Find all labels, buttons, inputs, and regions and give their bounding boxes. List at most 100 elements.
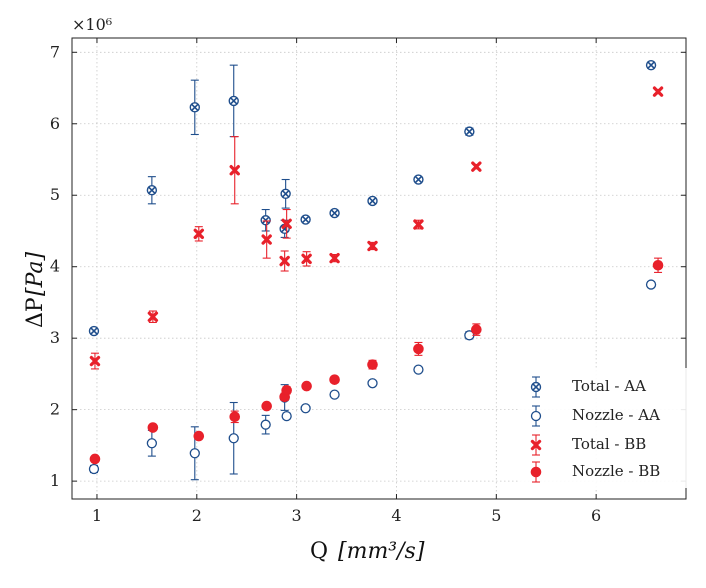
x-axis-title: Q [mm³/s]	[310, 539, 425, 564]
marker-circle	[301, 380, 312, 392]
marker-circle	[193, 430, 205, 442]
data-point	[193, 228, 204, 240]
marker-circle	[471, 324, 482, 335]
marker-cross	[465, 127, 474, 136]
marker-circle	[652, 259, 664, 271]
marker-cross	[191, 103, 199, 112]
marker-cross	[647, 61, 655, 69]
marker-circle	[147, 422, 159, 433]
data-point	[88, 463, 100, 475]
data-point	[281, 410, 292, 422]
data-point	[280, 188, 291, 200]
data-point	[471, 161, 482, 172]
y-multiplier-label: ×10⁶	[72, 15, 112, 34]
legend-entry-nozzle-aa: Nozzle - AA	[530, 405, 660, 427]
axes: 1 2 3 4 5 6 1 2 3 4 5 6 7	[50, 38, 686, 525]
data-point	[645, 59, 657, 71]
marker-circle	[530, 410, 542, 422]
data-point	[367, 240, 378, 252]
marker-cross	[148, 186, 156, 195]
data-point	[329, 374, 340, 385]
data-point	[146, 438, 158, 449]
x-tick-label: 5	[491, 506, 501, 525]
x-tick-label: 3	[292, 506, 302, 525]
marker-circle	[260, 419, 271, 430]
legend-label-nozzle-bb: Nozzle - BB	[572, 462, 660, 480]
x-axis-label: Q	[310, 539, 328, 564]
marker-cross	[367, 240, 378, 252]
marker-cross	[652, 86, 664, 97]
legend-entry-nozzle-bb: Nozzle - BB	[530, 461, 660, 483]
x-tick-label: 4	[391, 506, 401, 525]
data-point	[89, 355, 101, 367]
data-point	[471, 324, 482, 335]
marker-circle	[281, 410, 292, 422]
data-point	[88, 325, 100, 337]
data-point	[147, 422, 159, 433]
marker-circle	[367, 378, 378, 389]
marker-circle	[89, 453, 101, 465]
data-point	[260, 215, 271, 226]
data-point	[413, 364, 424, 375]
x-axis-unit: [mm³/s]	[338, 539, 425, 564]
marker-cross	[413, 219, 424, 230]
legend-marker-nozzle-bb	[530, 461, 542, 483]
legend-marker-nozzle-aa	[530, 405, 542, 427]
series-nozzle-bb	[89, 257, 664, 465]
marker-circle	[530, 466, 542, 478]
y-axis-title: ΔP [Pa]	[23, 251, 48, 328]
data-point	[367, 378, 378, 389]
marker-circle	[300, 403, 311, 414]
data-point	[229, 411, 241, 423]
marker-circle	[329, 389, 340, 400]
marker-circle	[645, 279, 657, 290]
marker-cross	[330, 209, 339, 217]
y-tick-label: 2	[50, 400, 60, 419]
legend-box	[518, 368, 688, 488]
data-point	[261, 234, 272, 245]
data-point	[329, 389, 340, 400]
marker-circle	[413, 364, 424, 375]
marker-cross	[301, 215, 310, 224]
data-series	[88, 59, 664, 481]
legend-entry-total-bb: Total - BB	[530, 434, 646, 456]
data-point	[228, 433, 239, 444]
data-point	[189, 448, 200, 459]
y-tick-label: 7	[50, 42, 60, 61]
marker-cross	[229, 97, 238, 105]
data-point	[281, 218, 292, 230]
y-tick-label: 3	[50, 328, 60, 347]
legend-label-total-bb: Total - BB	[572, 435, 646, 453]
data-point	[300, 403, 311, 414]
marker-cross	[261, 216, 270, 225]
legend: Total - AA Nozzle - AA Total - BB Nozzle…	[518, 368, 688, 488]
data-point	[146, 185, 158, 196]
data-point	[261, 400, 272, 412]
data-point	[300, 214, 311, 225]
series-total-aa	[88, 59, 657, 337]
y-tick-label: 6	[50, 114, 60, 133]
x-tick-label: 6	[591, 506, 601, 525]
series-total-bb	[89, 86, 664, 370]
data-point	[193, 430, 205, 442]
data-point	[260, 419, 271, 430]
marker-cross	[471, 161, 482, 172]
marker-circle	[281, 385, 292, 396]
marker-circle	[88, 463, 100, 475]
y-tick-label: 4	[50, 257, 60, 276]
data-point	[645, 279, 657, 290]
data-point	[228, 95, 239, 107]
marker-cross	[414, 175, 423, 184]
data-point	[652, 86, 664, 97]
data-point	[413, 343, 424, 355]
legend-marker	[530, 381, 542, 393]
marker-circle	[146, 438, 158, 449]
data-point	[367, 195, 378, 207]
marker-circle	[228, 433, 239, 444]
data-point	[652, 259, 664, 271]
y-axis-label: ΔP	[23, 297, 48, 328]
data-point	[189, 102, 201, 113]
marker-cross	[193, 228, 204, 240]
data-point	[279, 255, 290, 267]
